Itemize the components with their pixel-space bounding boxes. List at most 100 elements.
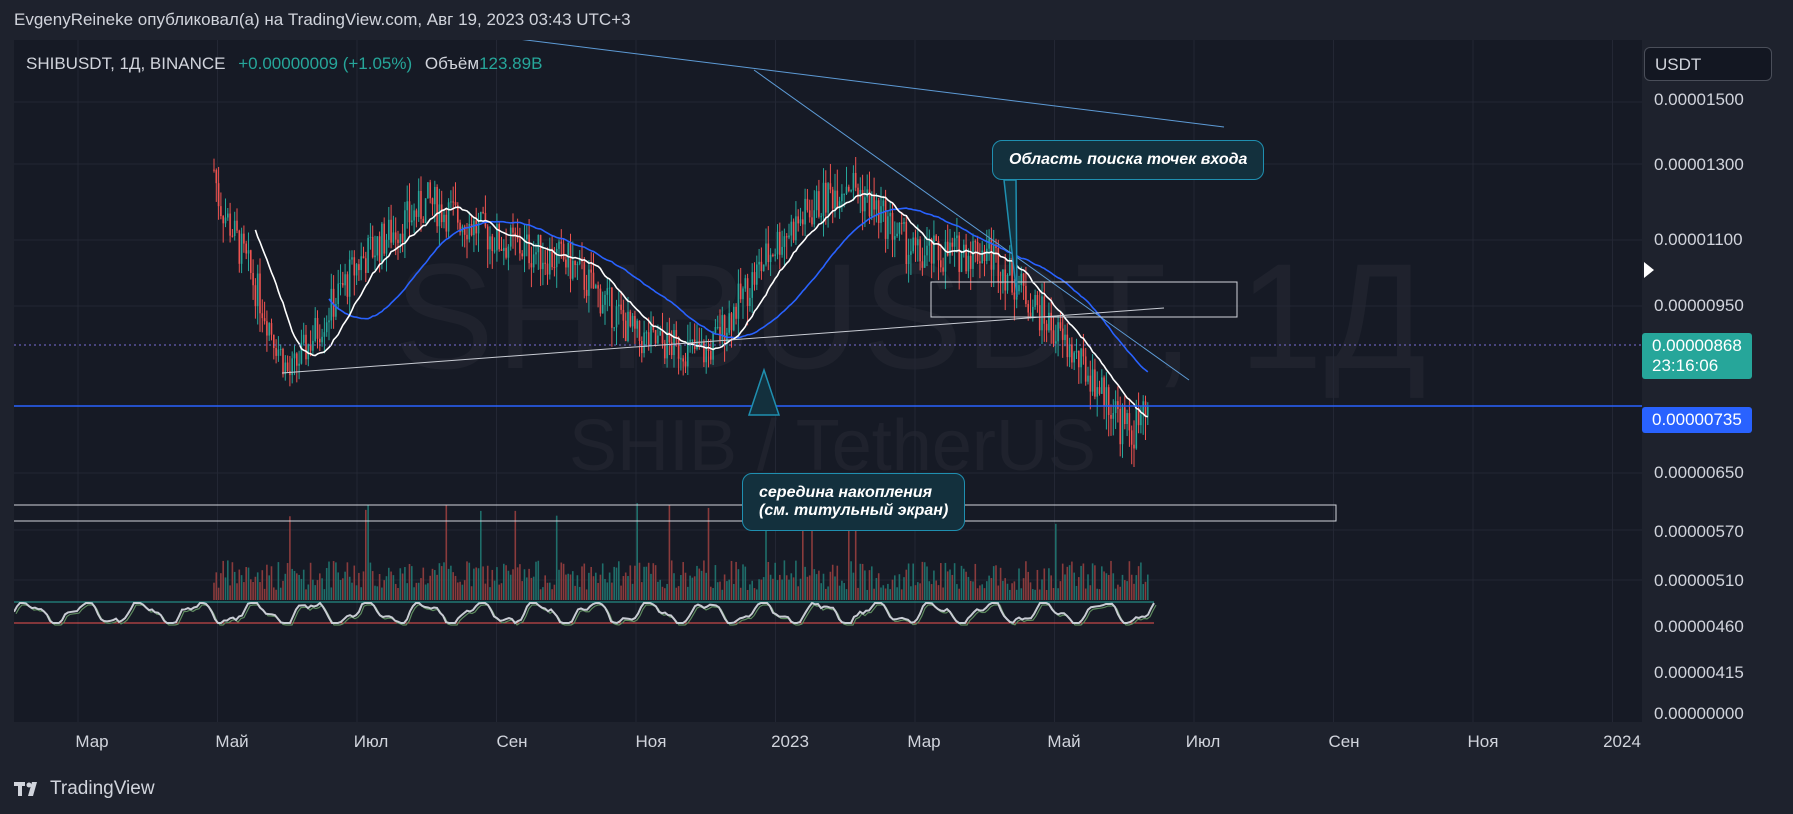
volume-bar: [825, 588, 827, 600]
candle-body: [641, 340, 643, 354]
candle-body: [450, 201, 452, 203]
candle-body: [714, 326, 717, 334]
candle-body: [804, 198, 806, 225]
scroll-right-icon[interactable]: [1644, 262, 1654, 278]
candle-body: [468, 223, 471, 240]
volume-bar: [710, 586, 712, 600]
candle-body: [951, 242, 954, 247]
price-chart[interactable]: [14, 40, 1642, 722]
candle-body: [940, 260, 942, 268]
candle-body: [988, 238, 990, 249]
candle-body: [440, 204, 443, 223]
chart-plot-area[interactable]: SHIBUSDT, 1Д SHIB / TetherUS SHIBUSDT, 1…: [14, 40, 1642, 722]
volume-zone-rectangle: [14, 504, 1337, 522]
volume-bar: [417, 582, 420, 600]
candle-body: [721, 315, 724, 341]
candle-body: [615, 306, 618, 328]
candle-body: [983, 250, 986, 262]
volume-bar: [1105, 573, 1108, 600]
footer-brand[interactable]: TradingView: [14, 778, 155, 800]
volume-bar: [986, 581, 988, 600]
candle-body: [1110, 414, 1112, 419]
callout-tail: [747, 367, 781, 416]
candle-body: [1055, 341, 1057, 344]
candle-body: [454, 201, 457, 206]
current-price-value: 0.00000868: [1652, 336, 1742, 355]
volume-bar: [896, 587, 898, 600]
candle-body: [523, 239, 526, 257]
volume-bar: [457, 582, 459, 600]
price-scale[interactable]: 0.00001500 0.00001300 0.00001100 0.00000…: [1642, 40, 1780, 723]
candle-body: [503, 247, 505, 251]
candle-body: [956, 235, 958, 239]
volume-bar: [404, 567, 406, 600]
candle-body: [783, 236, 786, 247]
volume-bar: [815, 574, 818, 600]
volume-bar: [1080, 565, 1082, 600]
candle-body: [691, 339, 694, 341]
volume-bar: [930, 584, 933, 600]
volume-bar: [781, 579, 783, 600]
volume-bar: [1041, 579, 1043, 600]
volume-bar: [631, 583, 634, 600]
price-tick: 0.00001500: [1654, 90, 1744, 109]
candle-body: [365, 258, 367, 273]
currency-selector-button[interactable]: USDT: [1644, 47, 1772, 81]
callout-tail: [1003, 179, 1018, 298]
volume-bar: [553, 584, 556, 600]
volume-bar: [597, 582, 599, 600]
candle-body: [431, 198, 434, 205]
candle-body: [848, 186, 850, 192]
volume-bar: [1064, 574, 1066, 600]
volume-bar: [376, 586, 379, 600]
volume-bar: [910, 586, 912, 600]
candle-body: [355, 264, 358, 276]
time-label: Сен: [496, 732, 528, 751]
candle-body: [519, 238, 521, 254]
volume-bar: [231, 562, 234, 600]
volume-bar: [314, 585, 316, 600]
candle-body: [1135, 407, 1138, 449]
candle-body: [677, 337, 680, 359]
callout-line-1: середина накопления: [759, 484, 933, 501]
volume-bar: [523, 569, 526, 600]
candle-body: [279, 348, 282, 350]
middle-accumulation-callout[interactable]: середина накопления (см. титульный экран…: [742, 473, 966, 531]
volume-bar: [535, 561, 537, 600]
volume-bar: [1006, 583, 1009, 600]
candle-body: [852, 172, 855, 191]
volume-bar: [958, 588, 960, 600]
volume-bar: [259, 582, 261, 600]
volume-bar: [960, 565, 963, 600]
volume-bar: [845, 589, 848, 600]
candle-body: [889, 212, 891, 217]
volume-bar: [647, 562, 650, 600]
volume-bar: [298, 574, 300, 600]
candle-body: [1142, 401, 1144, 415]
candle-body: [514, 232, 517, 236]
volume-bar: [765, 529, 767, 600]
candle-body: [1098, 387, 1101, 394]
entry-zone-callout[interactable]: Область поиска точек входа: [992, 140, 1265, 180]
volume-bar: [220, 573, 222, 600]
candle-body: [408, 201, 411, 223]
candle-body: [383, 223, 385, 254]
price-tick: 0.00000415: [1654, 663, 1744, 682]
candle-body: [595, 285, 597, 289]
volume-bar: [668, 505, 671, 600]
volume-bar: [737, 569, 740, 600]
time-axis[interactable]: Мар Май Июл Сен Ноя 2023 Мар Май Июл Сен…: [14, 722, 1642, 762]
volume-bar: [551, 589, 553, 600]
volume-bar: [459, 581, 461, 600]
volume-bar: [1075, 585, 1078, 600]
candle-body: [321, 336, 323, 343]
candle-body: [397, 239, 399, 243]
candle-body: [309, 344, 312, 351]
volume-bar: [850, 561, 852, 600]
time-label: Мар: [907, 732, 941, 751]
volume-bar: [949, 569, 951, 600]
candle-body: [535, 252, 537, 255]
volume-bar: [848, 506, 850, 600]
volume-bar: [362, 571, 365, 600]
candle-body: [489, 236, 491, 250]
